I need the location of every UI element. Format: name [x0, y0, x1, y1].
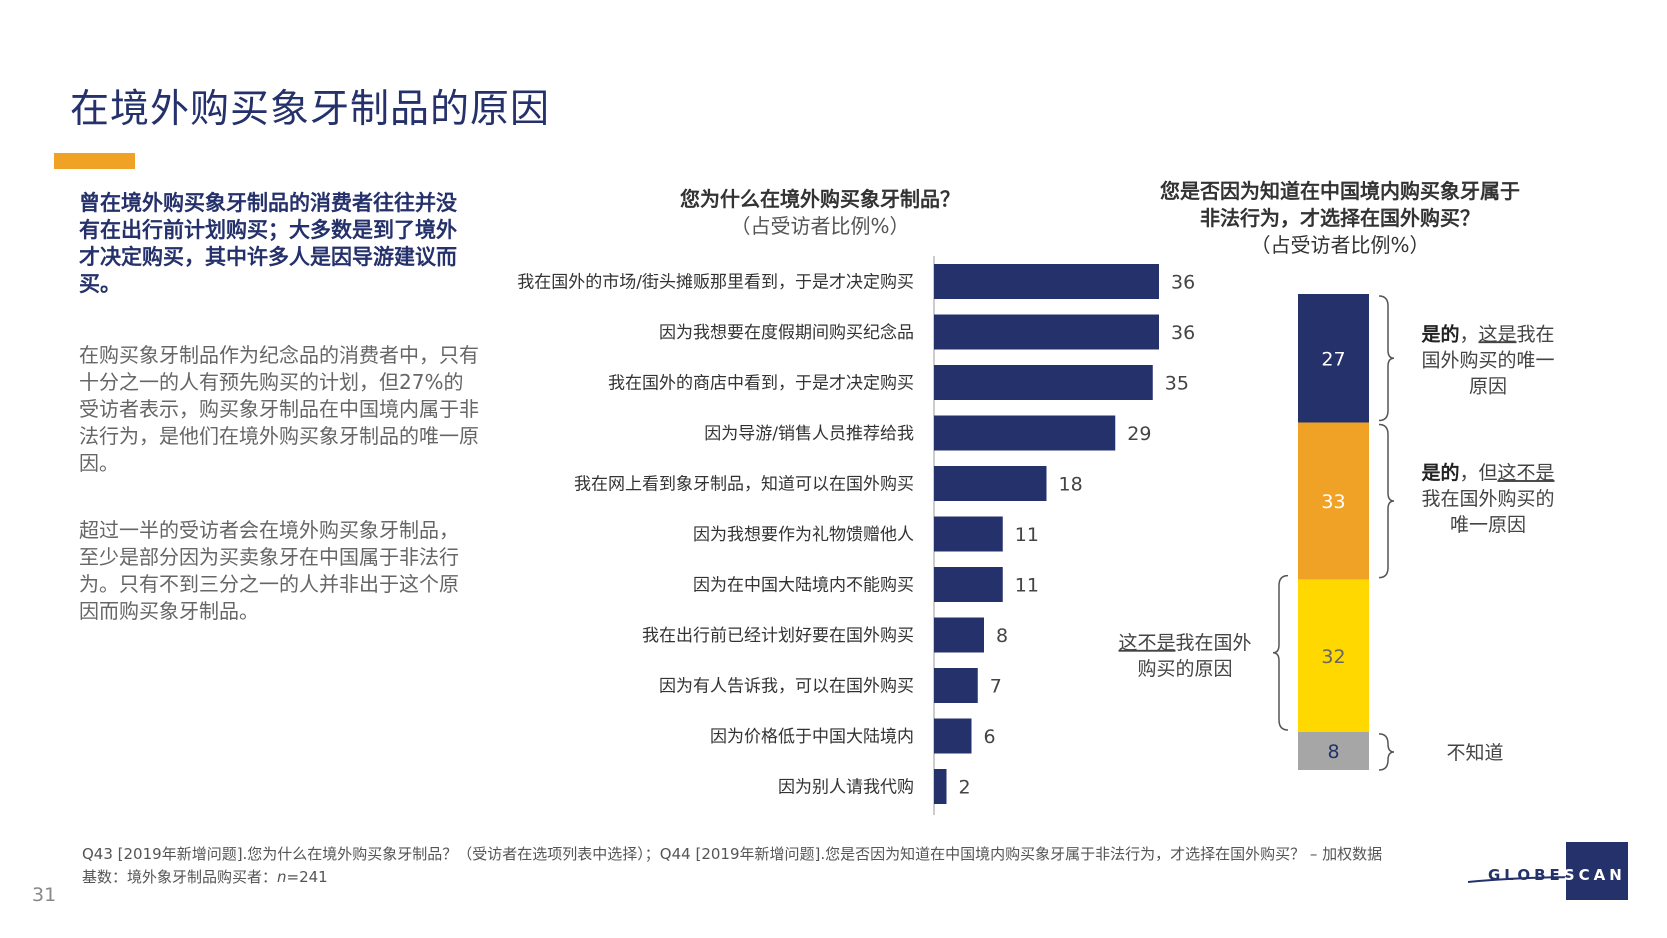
stack-chart-title: 您是否因为知道在中国境内购买象牙属于 非法行为，才选择在国外购买？ （占受访者比… [1130, 178, 1550, 259]
annot-yes-not-only-line3: 唯一原因 [1450, 514, 1526, 536]
bar-label-3: 因为导游/销售人员推荐给我 [704, 424, 914, 444]
bar-label-2: 我在国外的商店中看到，于是才决定购买 [608, 374, 914, 394]
annot-not-reason-line2: 购买的原因 [1137, 658, 1232, 680]
stack-value-1: 33 [1321, 491, 1345, 513]
stack-segment-0 [1298, 294, 1369, 423]
page-number: 31 [32, 884, 57, 906]
stack-segment-1 [1298, 422, 1369, 580]
body-paragraph-2: 超过一半的受访者会在境外购买象牙制品，至少是部分因为买卖象牙在中国属于非法行为。… [79, 518, 459, 623]
bar-label-9: 因为价格低于中国大陆境内 [710, 727, 914, 747]
bar-value-2: 35 [1165, 373, 1189, 395]
bar-3 [934, 415, 1116, 451]
bar-value-6: 11 [1015, 575, 1039, 597]
bar-9 [934, 718, 972, 754]
bar-value-0: 36 [1171, 272, 1195, 294]
lead-text: 曾在境外购买象牙制品的消费者往往并没有在出行前计划购买；大多数是到了境外才决定购… [79, 191, 457, 296]
bar-value-7: 8 [996, 625, 1008, 647]
bar-2 [934, 365, 1153, 400]
stack-segment-2 [1298, 579, 1369, 732]
bar-label-4: 我在网上看到象牙制品，知道可以在国外购买 [574, 475, 914, 495]
bar-chart-subtitle: （占受访者比例%） [730, 214, 910, 238]
bar-label-0: 我在国外的市场/街头摊贩那里看到，于是才决定购买 [517, 273, 914, 293]
bar-value-5: 11 [1015, 524, 1039, 546]
bar-value-1: 36 [1171, 322, 1195, 344]
bar-label-8: 因为有人告诉我，可以在国外购买 [659, 677, 914, 697]
stack-chart-subtitle: （占受访者比例%） [1250, 233, 1430, 257]
body-paragraph-1: 在购买象牙制品作为纪念品的消费者中，只有十分之一的人有预先购买的计划，但27%的… [79, 343, 479, 475]
bar-label-10: 因为别人请我代购 [778, 778, 914, 798]
bracket-not-reason [1272, 574, 1289, 731]
bracket-yes-only [1378, 295, 1395, 422]
logo-text: GLOBESCAN [1488, 866, 1626, 884]
annot-dont-know: 不知道 [1446, 742, 1503, 764]
bar-8 [934, 668, 978, 703]
bar-label-7: 我在出行前已经计划好要在国外购买 [642, 626, 914, 646]
annot-yes-only-line2: 国外购买的唯一 [1421, 349, 1554, 371]
logo-box [1566, 842, 1628, 900]
bar-value-8: 7 [990, 676, 1002, 698]
bar-6 [934, 567, 1003, 602]
footnote-line-1: Q43 [2019年新增问题].您为什么在境外购买象牙制品？（受访者在选项列表中… [82, 845, 1383, 863]
bar-label-6: 因为在中国大陆境内不能购买 [693, 576, 914, 596]
annot-not-reason-line1: 这不是我在国外 [1118, 632, 1251, 654]
bar-chart-title: 您为什么在境外购买象牙制品？ （占受访者比例%） [640, 186, 1000, 240]
stack-value-3: 8 [1327, 741, 1339, 763]
footnote: Q43 [2019年新增问题].您为什么在境外购买象牙制品？（受访者在选项列表中… [82, 843, 1382, 889]
bar-10 [934, 769, 947, 804]
stack-value-2: 32 [1321, 646, 1345, 668]
annot-yes-only-line3: 原因 [1469, 375, 1507, 397]
footnote-line-2: 基数：境外象牙制品购买者：n=241 [82, 866, 1382, 889]
stack-chart-title-line2: 非法行为，才选择在国外购买？ [1200, 206, 1480, 230]
footnote-n: n [277, 868, 287, 886]
bracket-dont-know [1378, 733, 1395, 771]
bar-label-1: 因为我想要在度假期间购买纪念品 [659, 322, 914, 343]
bar-5 [934, 516, 1003, 552]
annot-yes-not-only-line1: 是的，但这不是 [1421, 461, 1554, 484]
logo-swoosh-icon [1468, 876, 1628, 883]
bar-value-3: 29 [1127, 423, 1151, 445]
footnote-base-prefix: 基数：境外象牙制品购买者： [82, 868, 278, 886]
bar-4 [934, 466, 1047, 501]
page-title: 在境外购买象牙制品的原因 [70, 87, 551, 132]
annot-yes-only-line1: 是的，这是我在 [1421, 322, 1554, 345]
annot-yes-not-only-line2: 我在国外购买的 [1421, 488, 1554, 510]
bracket-yes-not-only [1378, 423, 1395, 579]
bar-label-5: 因为我想要作为礼物馈赠他人 [693, 525, 914, 545]
title-accent-bar [54, 153, 135, 169]
bar-chart-title-main: 您为什么在境外购买象牙制品？ [680, 187, 960, 211]
bar-7 [934, 617, 984, 653]
bar-0 [934, 264, 1159, 299]
bar-value-9: 6 [984, 726, 996, 748]
globescan-logo: GLOBESCAN [1468, 842, 1628, 900]
logo-text-right: SCAN [1563, 866, 1626, 884]
logo-text-left: GLOBE [1488, 866, 1564, 884]
stack-chart-title-line1: 您是否因为知道在中国境内购买象牙属于 [1160, 179, 1520, 203]
footnote-base-suffix: =241 [286, 868, 328, 886]
bar-1 [934, 314, 1159, 350]
bar-value-10: 2 [959, 777, 971, 799]
stack-segment-3 [1298, 731, 1369, 770]
bar-value-4: 18 [1059, 474, 1083, 496]
stack-value-0: 27 [1321, 348, 1345, 370]
